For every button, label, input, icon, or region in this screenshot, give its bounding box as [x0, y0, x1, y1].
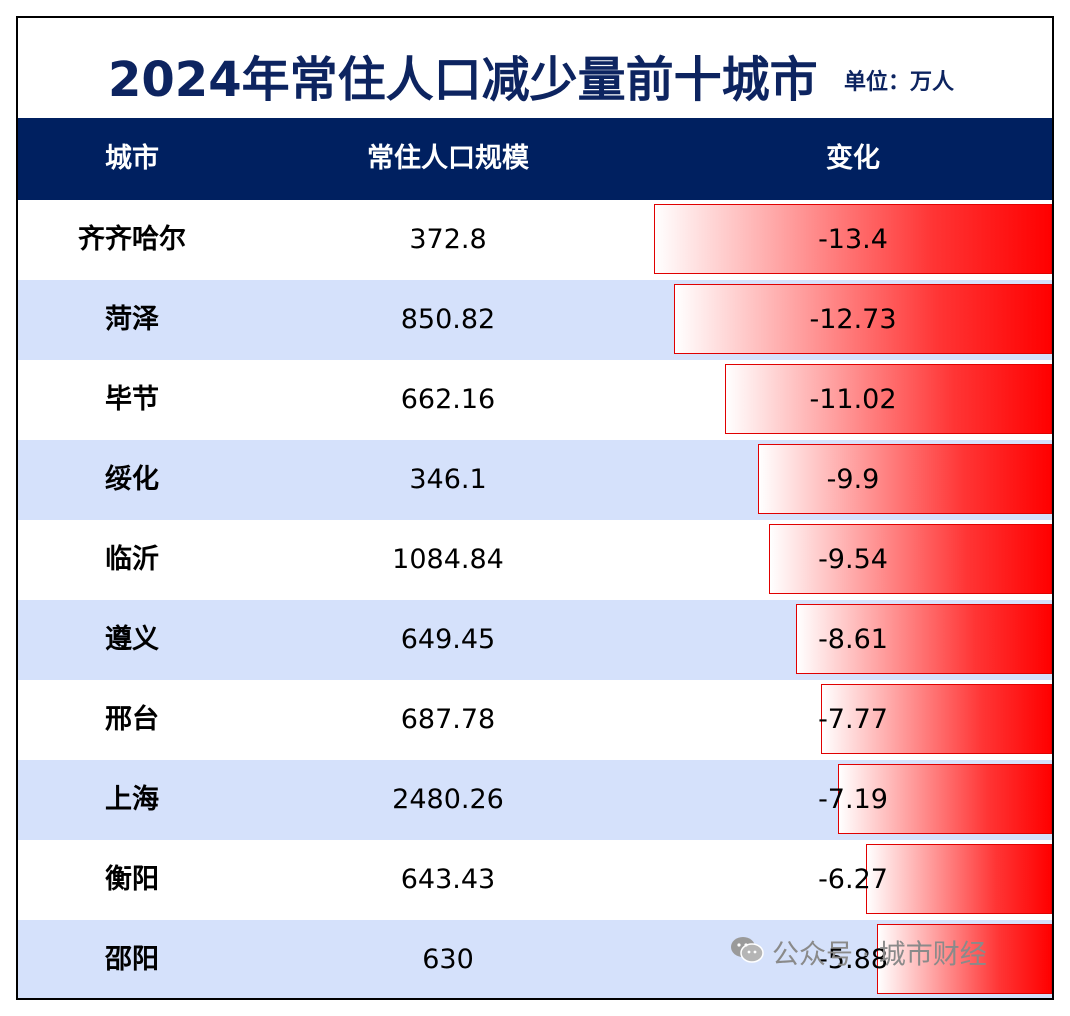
table-body: 齐齐哈尔 372.8 -13.4 菏泽 850.82 -12.73 毕节 662.16 -11.…	[18, 200, 1052, 998]
cell-city: 临沂	[105, 544, 159, 575]
cell-population: 1084.84	[392, 544, 504, 575]
cell-population: 643.43	[400, 864, 496, 895]
cell-city: 邢台	[105, 704, 159, 735]
cell-change: -11.02	[809, 384, 897, 415]
cell-city: 上海	[105, 784, 159, 815]
title-row: 2024年常住人口减少量前十城市 单位：万人	[18, 18, 1052, 118]
cell-population: 649.45	[400, 624, 496, 655]
cell-change: -7.19	[818, 784, 888, 815]
header-change: 变化	[826, 143, 880, 174]
header-city: 城市	[105, 143, 159, 174]
cell-population: 687.78	[400, 704, 496, 735]
cell-population: 2480.26	[392, 784, 504, 815]
table-row: 菏泽 850.82 -12.73	[18, 280, 1052, 360]
cell-change: -12.73	[809, 304, 897, 335]
change-bar	[838, 764, 1052, 834]
table-row: 上海 2480.26 -7.19	[18, 760, 1052, 840]
change-bar	[654, 204, 1052, 274]
watermark: 公众号 · 城市财经	[730, 935, 987, 975]
cell-change: -9.54	[818, 544, 888, 575]
table-row: 绥化 346.1 -9.9	[18, 440, 1052, 520]
chart-frame: 2024年常住人口减少量前十城市 单位：万人 城市 常住人口规模 变化 齐齐哈尔…	[16, 16, 1054, 1000]
table-row: 遵义 649.45 -8.61	[18, 600, 1052, 680]
cell-change: -13.4	[818, 224, 888, 255]
cell-city: 邵阳	[105, 944, 159, 975]
watermark-text: 公众号 · 城市财经	[772, 939, 987, 971]
change-bar	[757, 444, 1052, 514]
cell-city: 菏泽	[105, 304, 159, 335]
cell-population: 372.8	[409, 224, 487, 255]
wechat-icon	[730, 935, 764, 977]
cell-change: -9.9	[826, 464, 880, 495]
change-bar	[796, 604, 1052, 674]
chart-title: 2024年常住人口减少量前十城市	[108, 52, 818, 108]
cell-city: 遵义	[105, 624, 159, 655]
table-row: 齐齐哈尔 372.8 -13.4	[18, 200, 1052, 280]
cell-city: 衡阳	[105, 864, 159, 895]
change-bar	[768, 524, 1052, 594]
cell-population: 662.16	[400, 384, 496, 415]
cell-change: -8.61	[818, 624, 888, 655]
cell-city: 绥化	[105, 464, 159, 495]
table-row: 邵阳 630 -5.88	[18, 920, 1052, 998]
table-header: 城市 常住人口规模 变化	[18, 118, 1052, 200]
change-bar	[865, 844, 1052, 914]
table-row: 临沂 1084.84 -9.54	[18, 520, 1052, 600]
unit-label: 单位：万人	[844, 70, 955, 95]
change-bar	[821, 684, 1052, 754]
table-row: 衡阳 643.43 -6.27	[18, 840, 1052, 920]
table-row: 毕节 662.16 -11.02	[18, 360, 1052, 440]
cell-change: -6.27	[818, 864, 888, 895]
header-population: 常住人口规模	[367, 143, 529, 174]
cell-change: -5.88	[818, 944, 888, 975]
cell-population: 630	[422, 944, 474, 975]
cell-population: 850.82	[400, 304, 496, 335]
change-bar	[724, 364, 1052, 434]
change-bar	[877, 924, 1052, 994]
cell-city: 毕节	[105, 384, 159, 415]
cell-population: 346.1	[409, 464, 487, 495]
table-row: 邢台 687.78 -7.77	[18, 680, 1052, 760]
cell-city: 齐齐哈尔	[78, 224, 186, 255]
cell-change: -7.77	[818, 704, 888, 735]
change-bar	[673, 284, 1052, 354]
